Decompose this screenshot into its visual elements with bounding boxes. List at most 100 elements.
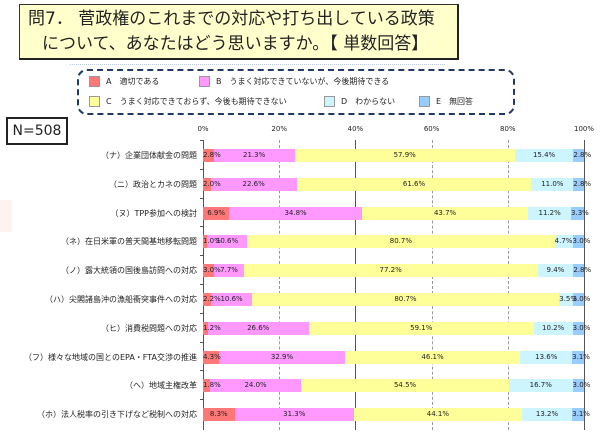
bar-segment-a: 1.2% [203,321,221,335]
value-label: 13.6% [535,352,558,361]
axis-tick [200,140,203,141]
axis-tick [200,255,203,257]
value-label: 13.2% [535,410,559,419]
bar-row: 6.9% 34.8% 43.7% 11.2% 3.3% [203,206,589,220]
legend-item-e: E 無回答 [419,96,473,107]
value-label: 2.8% [573,266,592,275]
bar-row: 1.0% 10.6% 80.7% 4.7% 3.0% [203,235,590,249]
plot-area: （ナ）企業団体献金の問題 2.8% 21.3% 57.9% 15.4% 2.8% （ニ）政治… [24,140,591,430]
value-label: 21.3% [243,151,266,159]
gridline [584,140,585,430]
bar-segment-e: 3.0% [572,379,590,393]
bar-segment-b: 22.6% [210,177,297,191]
x-axis-labels: 0% 20% 40% 60% 80% 100% [197,125,594,137]
bar-segment-e: 3.0% [572,321,590,335]
bar-segment-e: 3.1% [572,408,590,422]
value-label: 2.0% [203,179,221,188]
bar-segment-a: 3.0% [203,264,221,278]
value-label: 2.8% [573,151,592,159]
category-label: （ハ）尖閣諸島沖の漁船衝突事件への対応 [45,295,197,304]
value-label: 3.0% [203,266,221,275]
x-tick-label: 80% [500,125,516,133]
bar-segment-e: 3.1% [572,350,590,364]
x-tick-label: 60% [423,125,440,133]
value-label: 2.8% [203,151,221,159]
axis-tick [200,197,203,199]
value-label: 10.6% [220,295,243,303]
bar-segment-c: 54.5% [301,379,509,393]
value-label: 80.7% [394,295,417,303]
bar-row: 2.2% 10.6% 80.7% 3.5% 3.0% [203,293,590,306]
value-label: 2.2% [203,295,221,303]
bar-segment-d: 11.0% [531,177,574,191]
gridline [203,140,204,430]
category-label: （ニ）政治とカネの問題 [109,179,197,189]
value-label: 77.2% [379,266,402,275]
bar-segment-c: 43.7% [361,206,529,220]
bar-segment-d: 11.2% [528,206,572,220]
value-label: 4.7% [554,237,573,246]
category-label: （ナ）企業団体献金の問題 [101,151,197,160]
value-label: 1.0% [203,237,221,246]
axis-tick [200,168,203,170]
bar-segment-c: 44.1% [353,408,522,422]
value-label: 9.4% [546,266,565,275]
value-label: 10.2% [542,323,565,332]
value-label: 61.6% [402,179,426,188]
bar-segment-d: 13.6% [520,350,573,364]
axis-tick [200,284,203,285]
bar-segment-e: 2.8% [573,177,591,191]
bar-segment-e: 2.8% [573,264,591,278]
value-label: 43.7% [433,208,457,217]
bar-row: 1.2% 26.6% 59.1% 10.2% 3.0% [203,321,590,335]
bar-segment-d: 16.7% [508,379,573,393]
bar-segment-b: 24.0% [209,379,302,393]
value-label: 8.3% [209,410,228,419]
value-label: 31.3% [283,410,306,419]
bar-segment-b: 21.3% [213,149,295,162]
bar-segment-a: 2.2% [203,293,221,306]
legend-swatch [89,96,100,107]
bar-segment-c: 80.7% [251,293,560,306]
category-label: （ノ）露大統領の国後島訪問への対応 [61,266,197,276]
bar-segment-a: 8.3% [203,408,235,422]
axis-tick [200,312,203,314]
value-label: 4.3% [203,352,221,361]
bar-segment-a: 6.9% [203,206,230,220]
value-label: 34.8% [284,208,307,217]
bar-segment-e: 3.0% [572,293,590,306]
category-label: （ネ）在日米軍の普天間基地移転問題 [61,237,197,247]
bar-segment-d: 3.5% [559,293,577,306]
legend-key: A [106,77,112,86]
axis-tick [200,226,203,228]
bar-segment-e: 3.0% [572,235,590,249]
bar-segment-b: 32.9% [219,350,345,364]
title-line-2: について、あなたはどう思いますか。【 単数回答】 [42,34,429,54]
value-label: 2.8% [573,179,592,188]
bar-row: 4.3% 32.9% 46.1% 13.6% 3.1% [203,350,590,364]
value-label: 7.7% [220,266,238,275]
decorative-rect [0,200,12,232]
bar-segment-b: 34.8% [229,206,362,220]
value-label: 6.9% [207,208,226,217]
bar-segment-c: 80.7% [247,235,555,249]
category-label: （ヘ）地域主権改革 [125,381,197,391]
bar-row: 8.3% 31.3% 44.1% 13.2% 3.1% [203,408,590,422]
chart-legend: A 適切である B うまく対応できていないが、今後期待できる C うまく対応できておらず、… [77,69,515,115]
value-label: 3.1% [572,352,590,361]
sample-size-box: N=508 [6,117,68,145]
bar-row: 1.8% 24.0% 54.5% 16.7% 3.0% [203,379,590,393]
value-label: 3.0% [572,237,591,246]
bar-segment-d: 9.4% [537,264,574,278]
question-title: 問7． 菅政権のこれまでの対応や打ち出している政策 について、あなたはどう思いま… [19,4,459,60]
legend-item-b: B うまく対応できていないが、今後期待できる [199,76,389,87]
bar-segment-a: 2.0% [203,177,221,191]
bar-segment-d: 13.2% [521,408,573,422]
value-label: 22.6% [242,179,265,188]
value-label: 59.1% [410,323,433,332]
legend-item-d: D わからない [324,96,395,107]
title-divider [70,64,445,65]
value-label: 54.5% [393,381,417,390]
bar-segment-b: 10.6% [211,293,252,306]
legend-label: 適切である [119,77,160,86]
